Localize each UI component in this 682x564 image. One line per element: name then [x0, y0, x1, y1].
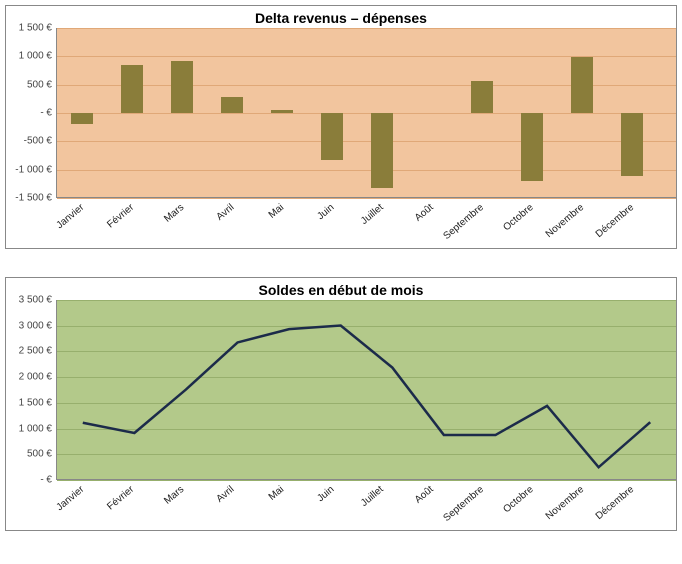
x-tick-label: Février — [105, 202, 136, 230]
x-tick-label: Novembre — [544, 202, 586, 240]
x-tick-label: Juillet — [359, 484, 386, 509]
soldes-chart: Soldes en début de mois - € 500 € 1 000 € 1… — [5, 277, 677, 531]
delta-x-axis: Janvier Février Mars Avril Mai Juin Juillet Aoû… — [56, 198, 656, 248]
x-tick-label: Juillet — [359, 202, 386, 227]
bar — [571, 57, 593, 113]
y-tick-label: - € — [40, 108, 52, 119]
y-tick-label: 500 € — [27, 449, 52, 460]
y-tick-label: 1 000 € — [19, 51, 52, 62]
y-tick-label: - € — [40, 475, 52, 486]
bar — [221, 97, 243, 113]
x-tick-label: Septembre — [442, 484, 487, 524]
x-tick-label: Mars — [162, 484, 186, 507]
x-tick-label: Janvier — [54, 484, 86, 513]
x-tick-label: Juin — [315, 202, 336, 222]
bar — [121, 65, 143, 113]
x-tick-label: Août — [413, 484, 436, 506]
x-tick-label: Juin — [315, 484, 336, 504]
delta-y-axis: -1 500 €-1 000 €-500 €- €500 €1 000 €1 5… — [6, 28, 56, 198]
line-series — [57, 300, 676, 479]
bar — [71, 113, 93, 124]
gridline — [57, 141, 676, 142]
x-tick-label: Mars — [162, 202, 186, 225]
y-tick-label: 3 000 € — [19, 320, 52, 331]
x-tick-label: Mai — [267, 484, 286, 503]
x-tick-label: Février — [105, 484, 136, 512]
bar — [371, 113, 393, 188]
x-tick-label: Avril — [214, 202, 236, 223]
x-tick-label: Août — [413, 202, 436, 224]
gridline — [57, 28, 676, 29]
x-tick-label: Janvier — [54, 202, 86, 231]
bar — [471, 81, 493, 113]
x-tick-label: Mai — [267, 202, 286, 221]
x-tick-label: Décembre — [594, 202, 636, 240]
delta-chart-title: Delta revenus – dépenses — [6, 6, 676, 28]
y-tick-label: 2 000 € — [19, 372, 52, 383]
y-tick-label: -1 500 € — [15, 193, 52, 204]
x-tick-label: Avril — [214, 484, 236, 505]
x-tick-label: Octobre — [502, 484, 536, 515]
gridline — [57, 170, 676, 171]
x-tick-label: Décembre — [594, 484, 636, 522]
bar — [621, 113, 643, 176]
y-tick-label: 1 000 € — [19, 423, 52, 434]
y-tick-label: 2 500 € — [19, 346, 52, 357]
soldes-x-axis: Janvier Février Mars Avril Mai Juin Juillet Aoû… — [56, 480, 656, 530]
y-tick-label: -1 000 € — [15, 164, 52, 175]
soldes-plot-area — [56, 300, 676, 480]
bar — [271, 110, 293, 113]
y-tick-label: -500 € — [24, 136, 52, 147]
bar — [321, 113, 343, 160]
y-tick-label: 1 500 € — [19, 397, 52, 408]
bar — [521, 113, 543, 181]
delta-chart: Delta revenus – dépenses -1 500 € -1 000 … — [5, 5, 677, 249]
x-tick-label: Septembre — [442, 202, 487, 242]
delta-plot-area — [56, 28, 676, 198]
gridline — [57, 113, 676, 114]
soldes-chart-title: Soldes en début de mois — [6, 278, 676, 300]
x-tick-label: Octobre — [502, 202, 536, 233]
y-tick-label: 3 500 € — [19, 295, 52, 306]
bar — [171, 61, 193, 113]
y-tick-label: 1 500 € — [19, 23, 52, 34]
y-tick-label: 500 € — [27, 79, 52, 90]
soldes-y-axis: - €500 €1 000 €1 500 €2 000 €2 500 €3 00… — [6, 300, 56, 480]
x-tick-label: Novembre — [544, 484, 586, 522]
